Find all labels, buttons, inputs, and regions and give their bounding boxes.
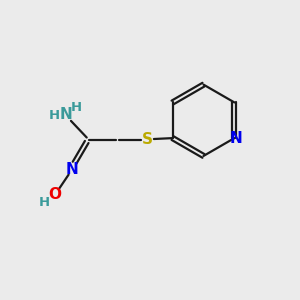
Text: H: H (49, 109, 60, 122)
Text: N: N (65, 162, 78, 177)
Text: H: H (38, 196, 50, 209)
Text: N: N (59, 107, 72, 122)
Text: S: S (142, 132, 153, 147)
Text: H: H (70, 101, 82, 114)
Text: O: O (49, 187, 62, 202)
Text: N: N (230, 130, 242, 146)
